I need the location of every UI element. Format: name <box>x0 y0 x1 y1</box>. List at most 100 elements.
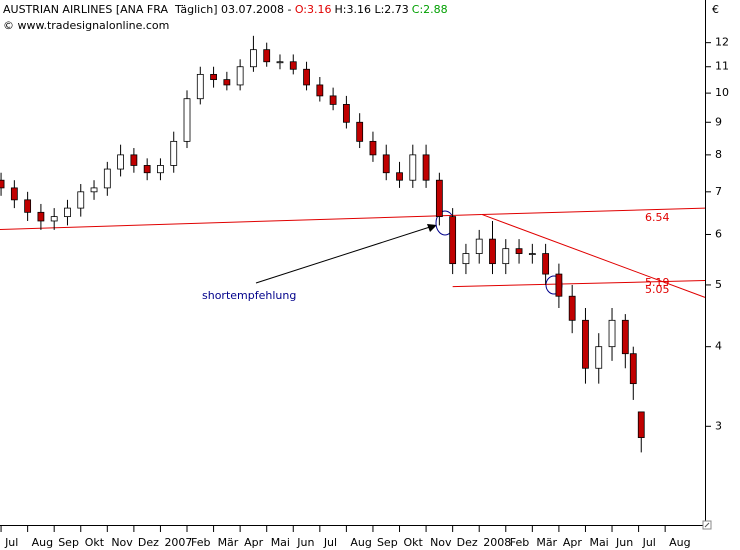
candle-body <box>356 121 364 142</box>
candle <box>10 180 18 209</box>
trendline <box>0 213 482 230</box>
candle <box>24 191 32 221</box>
candle <box>608 308 616 361</box>
x-tick-label: Okt <box>404 536 424 549</box>
candle <box>435 172 443 226</box>
trendline <box>452 280 706 288</box>
candle-body <box>303 68 310 86</box>
candle <box>64 199 71 226</box>
candle <box>629 346 637 400</box>
y-tick-label: 8 <box>715 148 722 161</box>
candle <box>37 203 45 230</box>
candle <box>143 158 151 181</box>
candle <box>382 144 390 181</box>
x-tick-label: Mär <box>536 536 557 549</box>
trendline <box>481 207 706 215</box>
candle <box>409 144 417 188</box>
candle <box>542 243 550 285</box>
candle-body <box>64 207 71 218</box>
x-tick-label: Jul <box>642 536 656 549</box>
candle <box>489 220 496 275</box>
candle-body <box>502 248 510 265</box>
candle-body <box>396 172 403 181</box>
x-tick-label: Apr <box>244 536 264 549</box>
candle-body <box>422 154 430 181</box>
high-low-stat: H:3.16 L:2.73 <box>334 3 408 16</box>
candle-body <box>342 104 350 123</box>
y-tick-label: 11 <box>715 60 729 73</box>
candle-body <box>77 191 85 209</box>
x-tick-label: Sep <box>58 536 79 549</box>
candle <box>515 239 523 264</box>
candle <box>90 180 98 200</box>
candle-body <box>276 61 284 64</box>
candle <box>130 148 138 173</box>
annotation: shortempfehlung <box>202 289 296 302</box>
x-tick-label: 2008 <box>483 536 511 549</box>
candle <box>117 144 124 177</box>
candle-body <box>489 238 496 265</box>
candle <box>502 239 510 275</box>
candle-body <box>595 346 603 369</box>
candle-body <box>236 66 244 86</box>
candle-body <box>629 353 637 385</box>
candle-body <box>0 179 5 189</box>
candle <box>449 208 457 275</box>
x-tick-label: Mai <box>589 536 608 549</box>
candle <box>303 61 310 91</box>
y-tick-label: 10 <box>715 86 729 99</box>
candle-body <box>183 98 191 142</box>
candle <box>462 243 470 275</box>
candle <box>103 161 111 196</box>
candle-body <box>157 165 164 174</box>
candle <box>568 284 576 334</box>
arrow-head <box>427 224 437 232</box>
x-tick-label: Aug <box>669 536 690 549</box>
x-tick-label: Jul <box>4 536 18 549</box>
candle-body <box>143 165 151 174</box>
candle <box>236 59 244 91</box>
chart-title: AUSTRIAN AIRLINES [ANA FRA Täglich] 03.0… <box>3 3 448 16</box>
candle-body <box>117 154 124 170</box>
x-tick-label: Aug <box>32 536 53 549</box>
x-tick-label: Dez <box>457 536 478 549</box>
candle-body <box>10 187 18 201</box>
candle <box>0 172 5 196</box>
candle-body <box>223 79 231 86</box>
candle-body <box>542 253 550 275</box>
candle <box>50 208 58 230</box>
annotation-arrow <box>255 224 437 284</box>
candle <box>183 90 191 149</box>
candle-body <box>449 216 457 265</box>
candle <box>250 35 257 72</box>
candle <box>316 76 324 102</box>
candle-body <box>130 154 138 166</box>
x-tick-label: Feb <box>510 536 529 549</box>
candle <box>170 131 178 173</box>
candle <box>263 42 271 67</box>
currency: € <box>712 3 719 16</box>
copyright: © www.tradesignalonline.com <box>3 19 169 32</box>
candle-body <box>250 49 257 68</box>
candle-body <box>475 238 483 254</box>
close-stat: C:2.88 <box>412 3 448 16</box>
candle <box>77 184 85 217</box>
candle <box>528 243 536 264</box>
arrow-line <box>255 225 434 284</box>
open-stat: O:3.16 <box>295 3 332 16</box>
candle-body <box>382 154 390 174</box>
candle <box>582 308 589 384</box>
candle-body <box>515 248 523 254</box>
candle-body <box>582 319 589 369</box>
candle <box>621 314 629 369</box>
y-tick-label: 4 <box>715 340 722 353</box>
candle-body <box>263 49 271 63</box>
x-tick-label: Mär <box>218 536 239 549</box>
title-text: AUSTRIAN AIRLINES [ANA FRA Täglich] 03.0… <box>3 3 292 16</box>
x-tick-label: Nov <box>430 536 452 549</box>
candle <box>637 411 645 453</box>
y-tick-label: 6 <box>715 227 722 240</box>
grip-mark <box>704 522 710 528</box>
candle-body <box>170 140 178 166</box>
y-tick-label: 12 <box>715 36 729 49</box>
